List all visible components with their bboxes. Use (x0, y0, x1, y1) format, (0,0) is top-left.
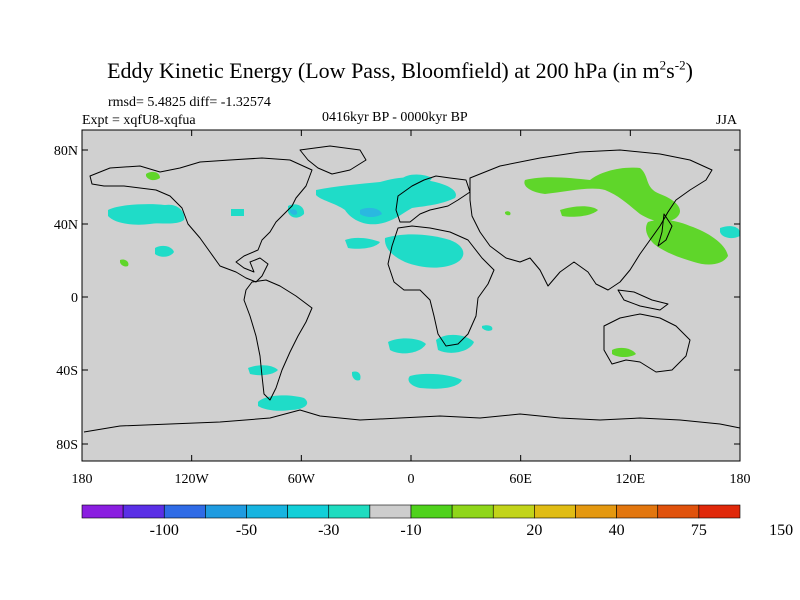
lat-tick-label: 40N (54, 218, 78, 233)
anomaly-patch-north-atlantic (316, 177, 456, 225)
lon-tick-label: 180 (72, 472, 93, 487)
colorbar-label: 150 (769, 522, 793, 539)
deeper-negative-cores (290, 207, 382, 217)
coastline-indonesia (617, 289, 669, 311)
anomaly-patch-alaska (146, 171, 160, 181)
lat-tick-label: 80S (56, 438, 78, 453)
colorbar-label: 40 (609, 522, 625, 539)
coastline-south-america (243, 279, 313, 401)
plot-title: Eddy Kinetic Energy (Low Pass, Bloomfiel… (107, 57, 693, 83)
anomaly-patch-northwest-pacific (646, 219, 728, 265)
colorbar-swatch (698, 504, 741, 519)
anomaly-core-north-atlantic (360, 207, 382, 217)
colorbar-swatch (534, 504, 576, 519)
colorbar-swatch (205, 504, 247, 519)
anomaly-patch-north-pacific (108, 204, 185, 225)
colorbar-swatch (328, 504, 371, 519)
anomaly-patch-caspian (505, 211, 511, 216)
latitude-axis: 80N 40N 0 40S 80S (54, 144, 740, 453)
colorbar-swatch (81, 504, 124, 519)
colorbar-labels: -100 -50 -30 -10 20 40 75 150 (150, 522, 794, 539)
anomaly-patch-australia (612, 347, 636, 357)
period-label: 0416kyr BP - 0000kyr BP (322, 110, 468, 125)
longitude-axis: 180 120W 60W 0 60E 120E 180 (72, 130, 751, 487)
colorbar (81, 504, 741, 519)
positive-anomaly-patches (120, 167, 728, 357)
anomaly-patch-south-atlantic (388, 338, 426, 354)
coastline-asia (469, 149, 713, 291)
anomaly-patch-south-africa (436, 334, 474, 353)
negative-anomaly-patches (108, 174, 741, 411)
coastline-north-america (89, 157, 313, 283)
colorbar-swatch (369, 504, 412, 519)
stats-label: rmsd= 5.4825 diff= -1.32574 (108, 95, 271, 110)
colorbar-swatch (246, 504, 288, 519)
colorbar-swatch (122, 504, 165, 519)
lon-tick-label: 120E (616, 472, 646, 487)
anomaly-patch-central-asia (560, 206, 598, 217)
anomaly-patch-madagascar (482, 325, 493, 331)
anomaly-patch-dateline (720, 226, 741, 239)
lon-tick-label: 0 (408, 472, 415, 487)
coastline-africa (387, 225, 495, 347)
lat-tick-label: 40S (56, 364, 78, 379)
lon-tick-label: 60W (288, 472, 316, 487)
lat-tick-label: 80N (54, 144, 78, 159)
coastline-greenland (299, 145, 367, 175)
colorbar-swatch (287, 504, 330, 519)
anomaly-patch-south-atlantic-small (352, 371, 361, 381)
lat-tick-label: 0 (71, 291, 78, 306)
colorbar-label: -10 (400, 522, 421, 539)
lon-tick-label: 120W (175, 472, 210, 487)
anomaly-patch-southeast-pacific (248, 365, 278, 376)
anomaly-patch-southern-ocean (408, 373, 462, 389)
coastlines (83, 145, 741, 433)
anomaly-patch-subtropical-atlantic (384, 234, 464, 268)
colorbar-label: -30 (318, 522, 339, 539)
anomaly-patch-north-america (231, 209, 244, 216)
colorbar-swatch (575, 504, 617, 519)
anomaly-patch-scandinavia (400, 174, 432, 187)
colorbar-swatch (492, 504, 535, 519)
colorbar-swatch (410, 504, 453, 519)
coastline-europe (395, 175, 471, 223)
anomaly-patch-siberia (524, 167, 681, 222)
colorbar-swatch (616, 504, 659, 519)
season-label: JJA (716, 113, 738, 128)
experiment-label: Expt = xqfU8-xqfua (82, 113, 196, 128)
colorbar-label: -50 (236, 522, 257, 539)
colorbar-label: -100 (150, 522, 179, 539)
anomaly-patch-central-pacific (155, 245, 174, 257)
lon-tick-label: 60E (509, 472, 532, 487)
colorbar-swatch (163, 504, 206, 519)
colorbar-label: 20 (526, 522, 542, 539)
coastline-antarctica (83, 409, 741, 433)
anomaly-patch-mid-atlantic (345, 237, 380, 249)
colorbar-label: 75 (691, 522, 707, 539)
coastline-australia (603, 313, 691, 373)
anomaly-patch-hawaii (120, 259, 129, 267)
coastline-japan (657, 213, 673, 247)
colorbar-swatch (451, 504, 494, 519)
anomaly-core-newfoundland (290, 209, 298, 215)
colorbar-swatch (657, 504, 700, 519)
lon-tick-label: 180 (730, 472, 751, 487)
